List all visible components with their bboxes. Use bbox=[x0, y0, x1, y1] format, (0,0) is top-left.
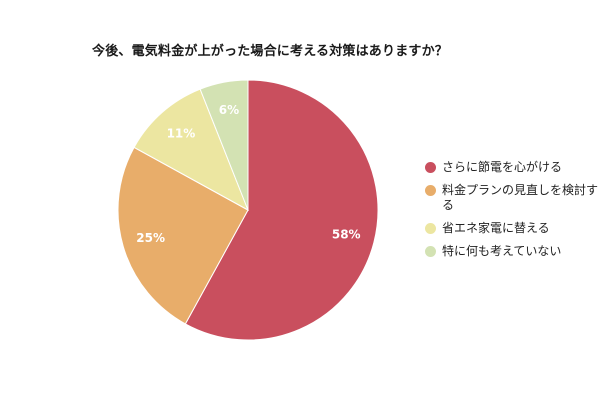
legend-marker bbox=[425, 223, 436, 234]
legend-item: 省エネ家電に替える bbox=[425, 221, 600, 236]
legend-item: 特に何も考えていない bbox=[425, 244, 600, 259]
slice-value-label-3: 11% bbox=[167, 126, 196, 140]
legend-label: さらに節電を心がける bbox=[442, 160, 563, 174]
legend-label: 料金プランの見直しを検討する bbox=[442, 183, 599, 212]
slice-value-label-1: 58% bbox=[332, 228, 361, 242]
legend-marker bbox=[425, 246, 436, 257]
legend-marker bbox=[425, 185, 436, 196]
chart-title: 今後、電気料金が上がった場合に考える対策はありますか？ bbox=[92, 44, 449, 59]
pie-slice-1 bbox=[184, 79, 379, 341]
legend-label: 省エネ家電に替える bbox=[442, 221, 550, 235]
legend-item: さらに節電を心がける bbox=[425, 160, 600, 175]
legend-marker bbox=[425, 162, 436, 173]
chart-legend: さらに節電を心がける料金プランの見直しを検討する省エネ家電に替える 特に何も考えて… bbox=[425, 160, 600, 267]
slice-value-label-2: 25% bbox=[136, 231, 165, 245]
legend-item: 料金プランの見直しを検討する bbox=[425, 183, 600, 213]
pie-slice-4 bbox=[199, 79, 249, 211]
pie-slice-2 bbox=[117, 146, 249, 325]
pie-slice-3 bbox=[133, 88, 249, 212]
slice-value-label-4: 6% bbox=[219, 103, 239, 117]
legend-label: 特に何も考えていない bbox=[442, 244, 562, 258]
